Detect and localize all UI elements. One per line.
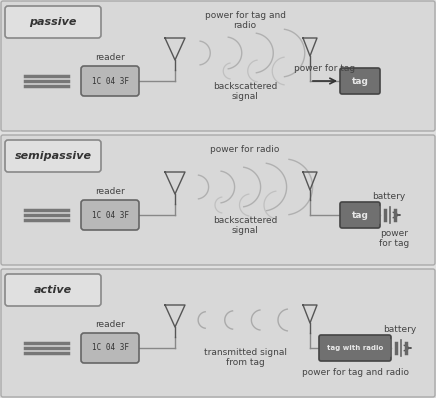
Text: active: active	[34, 285, 72, 295]
FancyBboxPatch shape	[1, 135, 435, 265]
Text: semipassive: semipassive	[14, 151, 92, 161]
FancyBboxPatch shape	[81, 200, 139, 230]
Text: power for tag and
radio: power for tag and radio	[204, 11, 286, 30]
FancyBboxPatch shape	[319, 335, 391, 361]
Text: 1C 04 3F: 1C 04 3F	[92, 211, 129, 220]
FancyBboxPatch shape	[5, 140, 101, 172]
Text: power for tag: power for tag	[294, 64, 356, 73]
Text: battery: battery	[383, 325, 417, 334]
Text: battery: battery	[372, 192, 405, 201]
FancyBboxPatch shape	[1, 1, 435, 131]
Text: transmitted signal
from tag: transmitted signal from tag	[204, 347, 286, 367]
FancyBboxPatch shape	[5, 274, 101, 306]
FancyBboxPatch shape	[340, 202, 380, 228]
FancyBboxPatch shape	[1, 269, 435, 397]
Text: passive: passive	[29, 17, 77, 27]
Text: 1C 04 3F: 1C 04 3F	[92, 76, 129, 86]
Text: tag: tag	[351, 211, 368, 220]
Text: 1C 04 3F: 1C 04 3F	[92, 343, 129, 353]
Text: reader: reader	[95, 187, 125, 196]
Text: reader: reader	[95, 320, 125, 329]
FancyBboxPatch shape	[340, 68, 380, 94]
FancyBboxPatch shape	[81, 333, 139, 363]
FancyBboxPatch shape	[81, 66, 139, 96]
Text: power for tag and radio: power for tag and radio	[302, 368, 409, 377]
Text: backscattered
signal: backscattered signal	[213, 216, 277, 235]
Text: tag: tag	[351, 76, 368, 86]
Text: power
for tag: power for tag	[379, 229, 409, 248]
Text: power for radio: power for radio	[210, 145, 279, 154]
Text: tag with radio: tag with radio	[327, 345, 383, 351]
Text: backscattered
signal: backscattered signal	[213, 82, 277, 101]
FancyBboxPatch shape	[5, 6, 101, 38]
Text: reader: reader	[95, 53, 125, 62]
